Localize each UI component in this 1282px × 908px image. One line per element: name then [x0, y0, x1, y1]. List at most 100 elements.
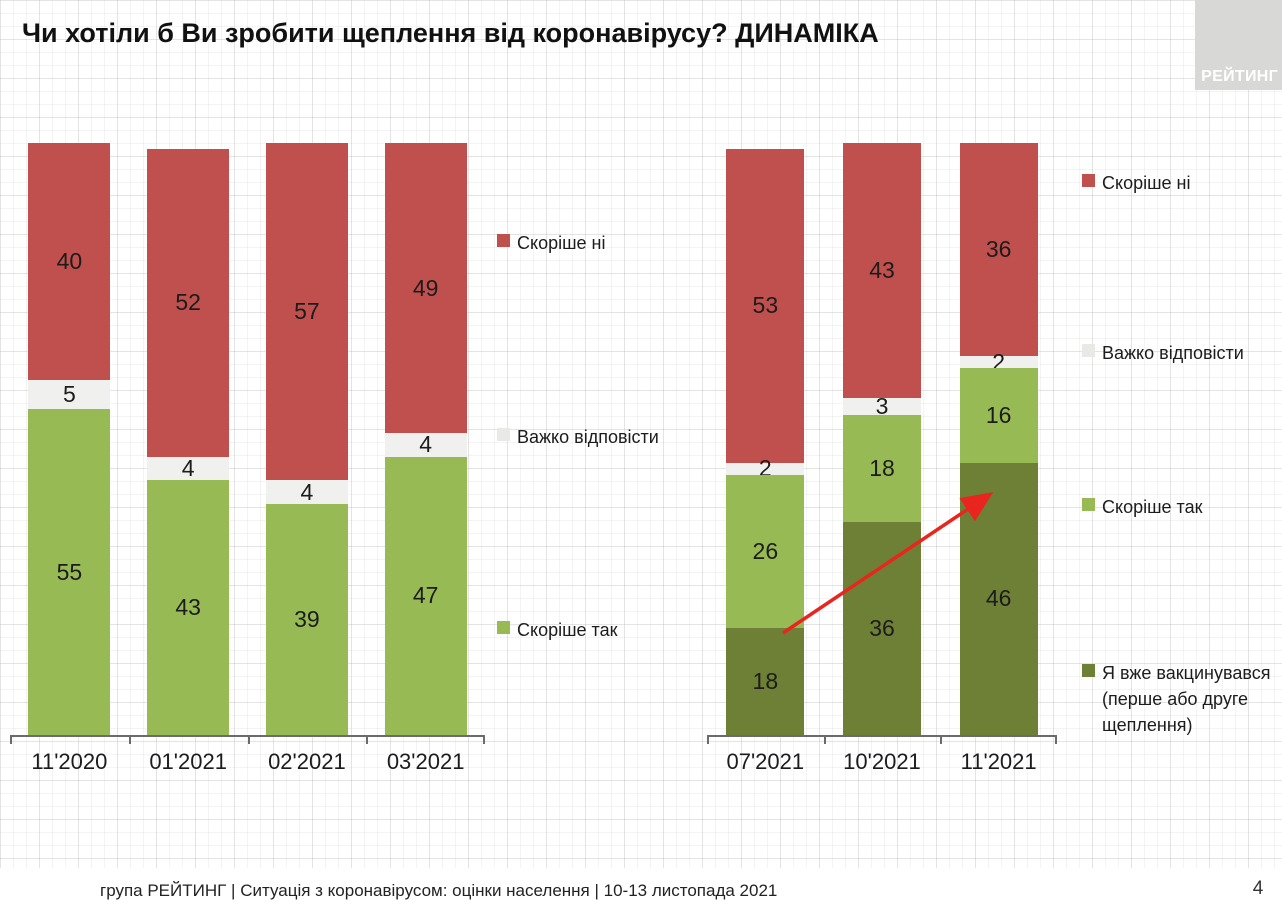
segment-value-label: 18 — [869, 455, 895, 482]
legend-label: Скоріше ні — [517, 233, 606, 253]
legend-item: Скоріше ні — [1082, 170, 1274, 196]
legend-label: Важко відповісти — [1102, 343, 1244, 363]
legend-item: Скоріше так — [497, 617, 617, 643]
x-axis-tick — [483, 735, 485, 744]
bar-segment: 18 — [843, 415, 921, 522]
segment-value-label: 2 — [992, 348, 1006, 375]
bar-segment: 39 — [265, 504, 348, 735]
bar-segment: 2 — [959, 350, 1038, 373]
x-axis-label: 02'2021 — [268, 749, 346, 774]
x-axis-line — [707, 735, 1057, 737]
x-axis-tick — [366, 735, 369, 744]
x-axis-label: 11'2020 — [31, 749, 108, 774]
segment-value-label: 43 — [869, 256, 895, 283]
segment-value-label: 55 — [56, 558, 83, 585]
stacked-bar: 57 4 39 — [265, 143, 348, 735]
bar-segment: 46 — [959, 462, 1038, 735]
bar-segment: 4 — [147, 455, 230, 482]
bar-segment: 57 — [265, 143, 348, 481]
stacked-bar: 52 4 43 — [147, 148, 230, 735]
bar-segment: 36 — [843, 521, 921, 735]
bar-segment: 16 — [959, 367, 1038, 463]
segment-value-label: 26 — [752, 538, 779, 564]
page-number: 4 — [1252, 878, 1264, 899]
bar-segment: 43 — [147, 480, 230, 735]
bar-segment: 53 — [726, 148, 805, 463]
bar-segment: 4 — [384, 431, 467, 458]
legend-item: Скоріше ні — [497, 230, 606, 256]
bar-segment: 5 — [28, 379, 111, 410]
stacked-bar: 36 2 16 46 — [959, 143, 1038, 735]
segment-value-label: 57 — [294, 298, 320, 325]
segment-value-label: 2 — [758, 455, 772, 482]
x-axis-label: 10'2021 — [843, 749, 921, 774]
chart-right-stacked-bars: 53 2 26 18 07'2021 43 3 18 36 10'2021 36 2 16 46 11'20… — [707, 143, 1057, 774]
legend-label: Важко відповісти — [517, 427, 659, 447]
bar-segment: 40 — [28, 143, 111, 380]
x-axis-label: 01'2021 — [149, 749, 227, 774]
bar-segment: 26 — [726, 474, 805, 629]
bar-segment: 43 — [843, 143, 921, 398]
segment-value-label: 4 — [300, 478, 314, 505]
bar-segment: 2 — [726, 457, 805, 480]
legend-label: Скоріше так — [517, 620, 618, 640]
legend-swatch-icon — [1082, 664, 1095, 677]
legend-label: Скоріше ні — [1102, 173, 1191, 193]
stacked-bar: 49 4 47 — [384, 143, 467, 735]
x-axis-tick — [10, 735, 12, 744]
legend-label: Скоріше так — [1102, 497, 1203, 517]
segment-value-label: 4 — [419, 431, 433, 458]
segment-value-label: 16 — [985, 401, 1012, 428]
stacked-bar: 43 3 18 36 — [843, 143, 921, 735]
x-axis-label: 07'2021 — [726, 749, 805, 774]
segment-value-label: 36 — [869, 614, 895, 641]
segment-value-label: 53 — [752, 292, 779, 319]
legend-swatch-icon — [497, 234, 510, 247]
segment-value-label: 43 — [175, 594, 201, 621]
bar-segment: 49 — [384, 143, 467, 434]
stacked-bar: 53 2 26 18 — [726, 148, 805, 735]
segment-value-label: 36 — [985, 236, 1012, 263]
legend-swatch-icon — [1082, 344, 1095, 357]
rating-logo-text: РЕЙТИНГ — [1201, 68, 1278, 85]
legend-swatch-icon — [1082, 174, 1095, 187]
page-title: Чи хотіли б Ви зробити щеплення від коро… — [22, 18, 879, 48]
segment-value-label: 46 — [985, 585, 1012, 612]
legend-swatch-icon — [1082, 498, 1095, 511]
legend-item: Я вже вакцинувався (перше або друге щепл… — [1082, 660, 1274, 738]
chart-left-stacked-bars: 40 5 55 11'2020 52 4 43 01'2021 57 4 39 02'2021 49 4 4… — [10, 143, 485, 774]
segment-value-label: 52 — [175, 289, 201, 316]
segment-value-label: 40 — [56, 247, 83, 274]
x-axis-tick — [823, 735, 826, 744]
stacked-bar: 40 5 55 — [28, 143, 111, 735]
segment-value-label: 49 — [412, 274, 439, 301]
bar-segment: 47 — [384, 456, 467, 735]
segment-value-label: 3 — [875, 392, 889, 419]
footer-source-text: група РЕЙТИНГ | Ситуація з коронавірусом… — [100, 881, 778, 900]
x-axis-label: 11'2021 — [960, 749, 1037, 774]
bar-segment: 36 — [959, 143, 1038, 357]
x-axis-tick — [247, 735, 250, 744]
legend-swatch-icon — [497, 621, 510, 634]
legend-swatch-icon — [497, 428, 510, 441]
x-axis-tick — [940, 735, 943, 744]
segment-value-label: 39 — [294, 606, 320, 633]
bar-segment: 55 — [28, 409, 111, 735]
legend-item: Важко відповісти — [1082, 340, 1274, 366]
bar-segment: 18 — [726, 628, 805, 735]
segment-value-label: 4 — [181, 455, 195, 482]
x-axis-tick — [1055, 735, 1057, 744]
legend-label: Я вже вакцинувався (перше або друге щепл… — [1102, 663, 1271, 736]
x-axis-label: 03'2021 — [386, 749, 465, 774]
segment-value-label: 47 — [412, 582, 439, 609]
x-axis-tick — [707, 735, 709, 744]
legend-item: Скоріше так — [1082, 494, 1274, 520]
rating-logo: РЕЙТИНГ — [1195, 0, 1282, 90]
segment-value-label: 5 — [62, 381, 76, 408]
bar-segment: 4 — [265, 478, 348, 505]
bar-segment: 52 — [147, 148, 230, 457]
legend-item: Важко відповісти — [497, 424, 659, 450]
bar-segment: 3 — [843, 392, 921, 419]
x-axis-tick — [128, 735, 131, 744]
segment-value-label: 18 — [752, 668, 779, 695]
